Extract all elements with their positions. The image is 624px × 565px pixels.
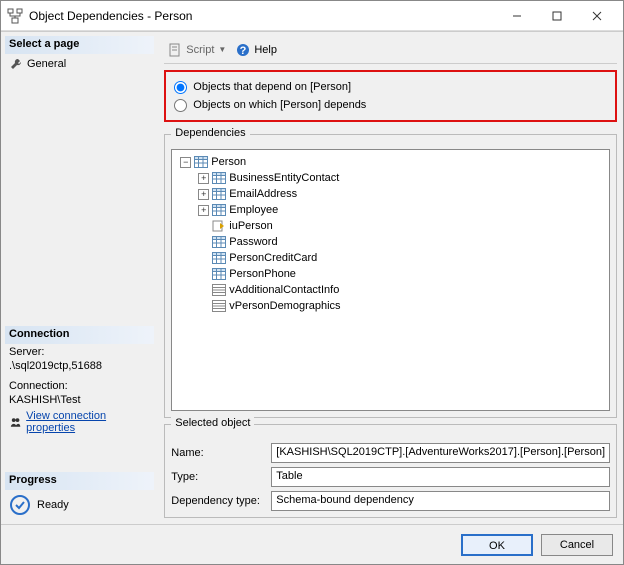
selected-object-label: Selected object xyxy=(171,417,254,429)
view-connection-properties[interactable]: View connection properties xyxy=(5,412,154,432)
server-label: Server: xyxy=(5,344,154,360)
type-row: Type: Table xyxy=(171,467,610,487)
toolbar: Script ▼ ? Help xyxy=(164,36,617,64)
dep-type-row: Dependency type: Schema-bound dependency xyxy=(171,491,610,511)
dependencies-group: Dependencies −Person+BusinessEntityConta… xyxy=(164,134,617,418)
titlebar: Object Dependencies - Person xyxy=(1,1,623,31)
tree-item-label: vPersonDemographics xyxy=(229,300,340,312)
dep-type-label: Dependency type: xyxy=(171,495,271,507)
tree-item[interactable]: vPersonDemographics xyxy=(176,298,605,314)
close-button[interactable] xyxy=(577,2,617,30)
button-bar: OK Cancel xyxy=(1,524,623,564)
connection-label: Connection: xyxy=(5,378,154,394)
dialog-body: Select a page General Connection Server:… xyxy=(1,31,623,524)
collapse-icon[interactable]: − xyxy=(180,157,191,168)
help-icon: ? xyxy=(236,43,250,57)
tree-item[interactable]: + Employee xyxy=(176,202,605,218)
dependencies-label: Dependencies xyxy=(171,127,249,139)
help-button[interactable]: ? Help xyxy=(236,43,277,57)
tree-item-label: Employee xyxy=(229,204,278,216)
tree-item-label: vAdditionalContactInfo xyxy=(229,284,339,296)
tree-item-label: Password xyxy=(229,236,277,248)
radio-depends-label: Objects on which [Person] depends xyxy=(193,99,366,111)
tree-item-label: PersonCreditCard xyxy=(229,252,317,264)
name-label: Name: xyxy=(171,447,271,459)
radio-depends[interactable]: Objects on which [Person] depends xyxy=(174,96,607,114)
dependency-direction-group: Objects that depend on [Person] Objects … xyxy=(164,70,617,122)
select-page-header: Select a page xyxy=(5,36,154,54)
expand-icon[interactable]: + xyxy=(198,189,209,200)
minimize-button[interactable] xyxy=(497,2,537,30)
name-value: [KASHISH\SQL2019CTP].[AdventureWorks2017… xyxy=(271,443,610,463)
tree-root[interactable]: − Person xyxy=(176,154,605,170)
tree-item-label: BusinessEntityContact xyxy=(229,172,339,184)
page-general[interactable]: General xyxy=(5,54,154,74)
expand-icon[interactable]: + xyxy=(198,173,209,184)
dep-type-value: Schema-bound dependency xyxy=(271,491,610,511)
left-panel: Select a page General Connection Server:… xyxy=(1,32,158,524)
tree-item[interactable]: Password xyxy=(176,234,605,250)
script-icon xyxy=(168,43,182,57)
tree-item[interactable]: + EmailAddress xyxy=(176,186,605,202)
type-value: Table xyxy=(271,467,610,487)
server-value: .\sql2019ctp,51688 xyxy=(5,360,154,378)
tree-root-label: Person xyxy=(211,156,246,168)
script-button[interactable]: Script ▼ xyxy=(168,43,226,57)
progress-header: Progress xyxy=(5,472,154,490)
tree-item-label: iuPerson xyxy=(229,220,272,232)
tree-item[interactable]: iuPerson xyxy=(176,218,605,234)
help-label: Help xyxy=(254,44,277,56)
right-panel: Script ▼ ? Help Objects that depend on [… xyxy=(158,32,623,524)
ok-button[interactable]: OK xyxy=(461,534,533,556)
progress-status: Ready xyxy=(5,490,154,520)
connection-header: Connection xyxy=(5,326,154,344)
view-connection-properties-link[interactable]: View connection properties xyxy=(26,410,150,434)
progress-text: Ready xyxy=(37,499,69,511)
radio-depends-input[interactable] xyxy=(174,99,187,112)
radio-depend-on-input[interactable] xyxy=(174,81,187,94)
dependencies-icon xyxy=(7,8,23,24)
tree-item-label: EmailAddress xyxy=(229,188,297,200)
expand-icon[interactable]: + xyxy=(198,205,209,216)
people-icon xyxy=(9,415,22,429)
type-label: Type: xyxy=(171,471,271,483)
wrench-icon xyxy=(9,57,23,71)
radio-depend-on-label: Objects that depend on [Person] xyxy=(193,81,351,93)
tree-item[interactable]: vAdditionalContactInfo xyxy=(176,282,605,298)
tree-item[interactable]: PersonPhone xyxy=(176,266,605,282)
svg-text:?: ? xyxy=(240,45,247,57)
dialog-window: Object Dependencies - Person Select a pa… xyxy=(0,0,624,565)
ready-icon xyxy=(9,494,31,516)
radio-depend-on[interactable]: Objects that depend on [Person] xyxy=(174,78,607,96)
tree-item[interactable]: PersonCreditCard xyxy=(176,250,605,266)
tree-item[interactable]: + BusinessEntityContact xyxy=(176,170,605,186)
tree-item-label: PersonPhone xyxy=(229,268,296,280)
dependencies-tree[interactable]: −Person+BusinessEntityContact+EmailAddre… xyxy=(171,149,610,411)
script-label: Script xyxy=(186,44,214,56)
name-row: Name: [KASHISH\SQL2019CTP].[AdventureWor… xyxy=(171,443,610,463)
selected-object-group: Selected object Name: [KASHISH\SQL2019CT… xyxy=(164,424,617,518)
cancel-button[interactable]: Cancel xyxy=(541,534,613,556)
page-general-label: General xyxy=(27,58,66,70)
maximize-button[interactable] xyxy=(537,2,577,30)
chevron-down-icon: ▼ xyxy=(218,45,226,54)
window-title: Object Dependencies - Person xyxy=(29,9,497,23)
